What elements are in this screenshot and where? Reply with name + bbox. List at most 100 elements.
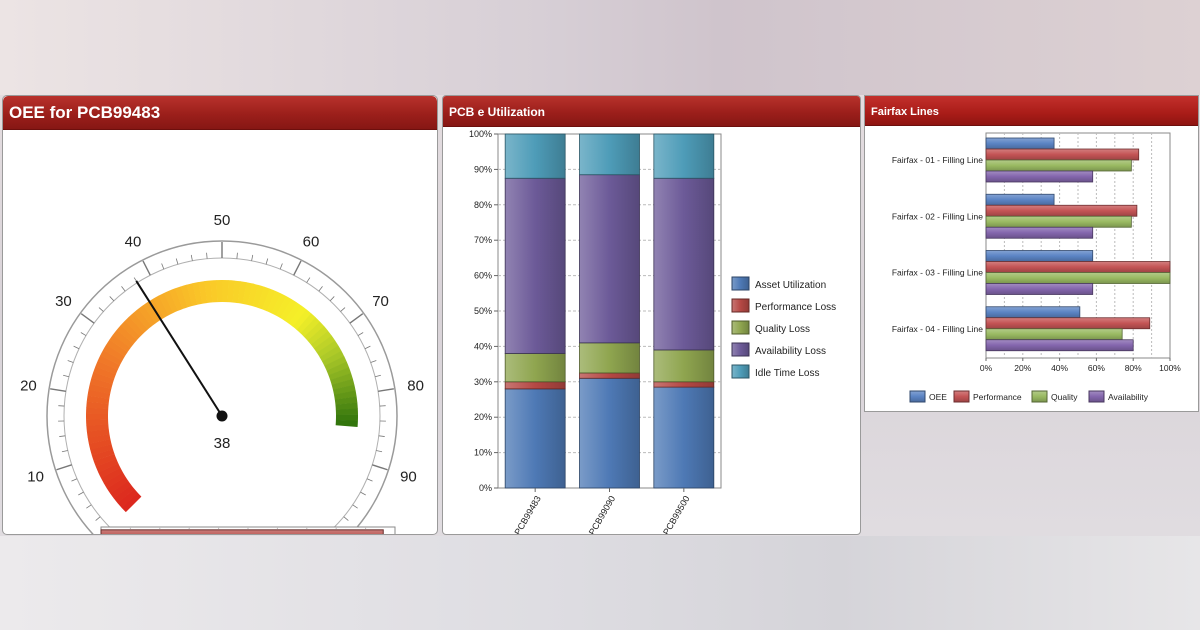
gauge-tick [340, 307, 346, 312]
gauge-tick [376, 450, 383, 453]
utilization-panel: PCB e Utilization 0% 10% 20% 30% 40% 50% 60% 70… [442, 95, 861, 535]
utilization-legend-label-performance-loss: Performance Loss [755, 302, 836, 313]
utilization-legend-label-quality-loss: Quality Loss [755, 324, 810, 335]
utilization-bar-pcb99483-idle-time-loss [504, 133, 566, 179]
gauge-tick-label: 50 [214, 212, 231, 229]
lines-legend-swatch-availability [1088, 390, 1105, 403]
oee-gauge-panel: OEE for PCB99483 01020304050607080901003… [2, 95, 438, 535]
gauge-tick [121, 286, 126, 292]
fairfax-panel-title: Fairfax Lines [865, 96, 1198, 126]
utilization-bar-pcb99483-availability-loss [504, 177, 566, 354]
gauge-tick [343, 516, 349, 521]
lines-bar-fairfax-01-filling-line-performance [985, 148, 1140, 161]
utilization-legend-swatch-performance-loss [731, 298, 750, 313]
lines-x-tick-label: 60% [1088, 363, 1105, 373]
gauge-tick [370, 360, 377, 363]
gauge-tick [360, 491, 366, 496]
utilization-legend-label-asset-utilization: Asset Utilization [755, 280, 826, 291]
gauge-tick-label: 70 [372, 293, 389, 310]
utilization-stacked-chart: 0% 10% 20% 30% 40% 50% 60% 70% 80% 90% 100% PCB9948… [469, 129, 836, 535]
lines-category-label: Fairfax - 01 - Filling Line [892, 155, 983, 165]
lines-bar-fairfax-02-filling-line-availability [985, 226, 1094, 239]
lines-legend-label-oee: OEE [929, 392, 947, 402]
gauge-tick [265, 258, 269, 265]
gauge-tick [190, 254, 193, 261]
lines-bar-fairfax-03-filling-line-performance [985, 261, 1171, 273]
utilization-y-tick-label: 20% [474, 412, 492, 422]
gauge-inner-arc [63, 257, 381, 529]
gauge-tick [71, 478, 78, 482]
gauge-tick [56, 464, 72, 471]
components-category-label-performance: Performance [36, 533, 99, 535]
utilization-legend-swatch-quality-loss [731, 320, 750, 335]
components-bar-performance [100, 529, 384, 534]
lines-bar-fairfax-02-filling-line-performance [985, 204, 1138, 217]
background-top [0, 0, 1200, 95]
gauge-tick [142, 260, 151, 276]
gauge-tick [109, 296, 115, 302]
utilization-panel-title: PCB e Utilization [443, 96, 860, 127]
gauge-tick [329, 296, 335, 302]
utilization-y-tick-label: 90% [474, 164, 492, 174]
gauge-tick [364, 345, 371, 350]
utilization-bar-pcb99500-quality-loss [653, 349, 715, 383]
lines-category-label: Fairfax - 04 - Filling Line [892, 324, 983, 334]
utilization-legend-swatch-availability-loss [731, 342, 750, 357]
gauge-tick-label: 30 [55, 293, 72, 310]
utilization-bar-pcb99500-asset-utilization [653, 386, 715, 489]
utilization-y-tick-label: 70% [474, 235, 492, 245]
gauge-tick [236, 252, 238, 259]
lines-bar-fairfax-03-filling-line-oee [985, 250, 1094, 262]
utilization-legend-label-idle-time-loss: Idle Time Loss [755, 368, 819, 379]
gauge-tick [352, 504, 358, 509]
utilization-x-tick-label: PCB99483 [512, 494, 542, 535]
gauge-tick [73, 345, 80, 350]
lines-x-tick-label: 0% [980, 363, 993, 373]
gauge-tick-label: 90 [400, 469, 417, 486]
lines-bar-fairfax-01-filling-line-quality [985, 159, 1132, 172]
lines-bar-fairfax-04-filling-line-oee [985, 306, 1081, 319]
utilization-legend-swatch-idle-time-loss [731, 364, 750, 379]
gauge-tick-label: 80 [407, 377, 424, 394]
lines-bar-fairfax-01-filling-line-availability [985, 170, 1094, 183]
lines-bar-fairfax-04-filling-line-performance [985, 317, 1151, 330]
lines-legend-swatch-quality [1031, 390, 1048, 403]
background-bottom [0, 536, 1200, 630]
gauge-tick-label: 10 [27, 469, 44, 486]
utilization-bar-pcb99090-quality-loss [579, 342, 640, 374]
gauge-tick [206, 252, 208, 259]
gauge-tick [366, 478, 373, 482]
lines-legend-label-quality: Quality [1051, 392, 1078, 402]
oee-panel-title: OEE for PCB99483 [3, 96, 437, 130]
gauge-tick [95, 516, 101, 521]
gauge-tick [349, 313, 364, 324]
lines-x-tick-label: 40% [1051, 363, 1068, 373]
gauge-tick [78, 491, 84, 496]
utilization-bar-pcb99090-performance-loss [579, 372, 640, 379]
lines-bar-fairfax-02-filling-line-oee [985, 193, 1055, 206]
lines-bar-fairfax-03-filling-line-quality [985, 272, 1171, 284]
utilization-legend-label-availability-loss: Availability Loss [755, 346, 826, 357]
gauge-tick [63, 374, 70, 378]
utilization-y-tick-label: 30% [474, 377, 492, 387]
gauge-tick [86, 504, 92, 509]
gauge-tick [251, 254, 254, 261]
fairfax-lines-chart: 0% 20% 40% 60% 80% 100% Fairfax - 01 - Filling… [892, 132, 1181, 403]
utilization-bar-pcb99090-idle-time-loss [579, 133, 640, 176]
gauge-tick [80, 332, 87, 336]
lines-category-label: Fairfax - 02 - Filling Line [892, 211, 983, 221]
utilization-y-tick-label: 40% [474, 341, 492, 351]
utilization-bar-pcb99090-asset-utilization [579, 377, 640, 489]
gauge-needle [135, 280, 223, 417]
utilization-bar-pcb99090-availability-loss [579, 174, 640, 344]
gauge-tick [175, 258, 179, 265]
lines-category-label: Fairfax - 03 - Filling Line [892, 268, 983, 278]
lines-bar-fairfax-04-filling-line-quality [985, 328, 1123, 341]
gauge-tick [378, 435, 385, 437]
oee-gauge: 010203040506070809010038 [20, 212, 424, 534]
gauge-tick [377, 388, 394, 392]
gauge-tick [59, 435, 66, 437]
gauge-tick [318, 286, 323, 292]
gauge-tick [357, 332, 364, 336]
gauge-tick-label: 40 [125, 233, 142, 250]
